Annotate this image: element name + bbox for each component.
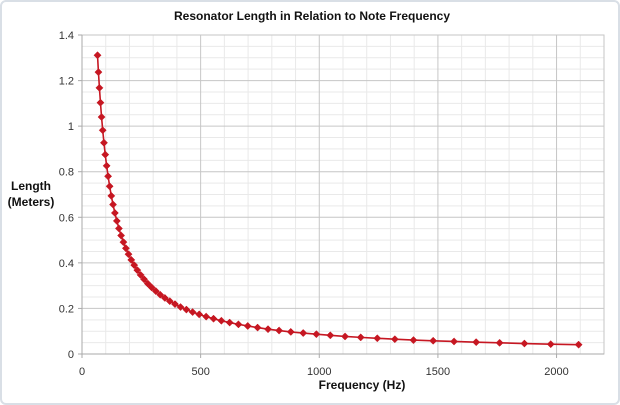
y-axis-title-line2: (Meters) — [7, 195, 55, 209]
data-point — [114, 224, 123, 233]
y-tick-label: 1.4 — [59, 30, 74, 42]
data-point — [520, 339, 529, 348]
data-point — [182, 305, 191, 314]
data-point — [119, 238, 128, 247]
data-point — [105, 182, 114, 191]
data-point — [195, 310, 204, 319]
data-point — [133, 266, 142, 275]
y-tick-label: 0 — [68, 349, 74, 361]
y-tick-label: 0.2 — [59, 303, 74, 315]
data-point — [93, 51, 102, 60]
data-point — [326, 331, 335, 340]
data-point — [225, 318, 234, 327]
data-point — [109, 200, 117, 209]
x-tick-label: 0 — [79, 366, 85, 378]
data-point — [341, 332, 350, 341]
data-point — [95, 83, 104, 92]
data-point — [110, 209, 119, 217]
data-point — [264, 325, 272, 334]
data-point — [156, 290, 165, 299]
data-point — [574, 340, 583, 349]
data-point — [147, 283, 156, 292]
data-point — [112, 216, 121, 225]
data-point — [96, 98, 105, 107]
x-tick-label: 1000 — [307, 366, 331, 378]
y-tick-label: 1.2 — [59, 76, 74, 88]
data-point — [495, 338, 504, 347]
data-point — [286, 327, 295, 336]
data-point — [234, 320, 243, 329]
data-point — [312, 330, 321, 339]
data-point — [188, 308, 197, 317]
data-point — [275, 326, 284, 335]
data-point — [450, 337, 458, 346]
data-point — [127, 255, 136, 264]
data-point — [356, 333, 365, 342]
x-tick-label: 2000 — [544, 366, 568, 378]
data-point — [209, 314, 218, 323]
y-tick-label: 0.4 — [59, 258, 74, 270]
data-point — [107, 191, 116, 200]
data-point — [390, 335, 399, 344]
x-tick-label: 500 — [191, 366, 209, 378]
data-point — [102, 161, 111, 170]
data-point — [97, 113, 106, 121]
chart-title: Resonator Length in Relation to Note Fre… — [173, 9, 451, 23]
x-axis-title: Frequency (Hz) — [318, 378, 406, 392]
y-tick-label: 1 — [68, 121, 74, 133]
data-point — [299, 329, 308, 337]
data-point — [217, 316, 226, 325]
data-point — [98, 126, 107, 135]
data-point — [546, 340, 555, 349]
data-point — [243, 322, 252, 330]
data-point — [104, 172, 113, 181]
data-point — [143, 279, 152, 288]
data-point — [202, 312, 211, 321]
data-point — [160, 293, 169, 302]
y-axis-title-line1: Length — [11, 179, 51, 193]
data-point — [124, 250, 133, 259]
data-point — [472, 338, 481, 347]
data-point — [121, 244, 130, 253]
data-point — [429, 336, 438, 345]
data-point — [117, 231, 126, 240]
data-point — [165, 297, 174, 306]
y-tick-label: 0.8 — [59, 167, 74, 179]
data-point — [253, 323, 262, 332]
data-point — [130, 261, 139, 270]
data-point — [140, 275, 149, 284]
y-axis-title: Length (Meters) — [2, 178, 60, 210]
data-point — [176, 303, 185, 312]
data-point — [373, 334, 382, 343]
data-point — [151, 287, 160, 296]
data-point — [409, 336, 418, 345]
data-point — [136, 270, 145, 279]
data-point — [171, 300, 179, 309]
x-tick-label: 1500 — [426, 366, 450, 378]
data-point — [101, 150, 110, 159]
data-point — [99, 138, 108, 147]
data-point — [94, 68, 103, 77]
y-tick-label: 0.6 — [59, 212, 74, 224]
